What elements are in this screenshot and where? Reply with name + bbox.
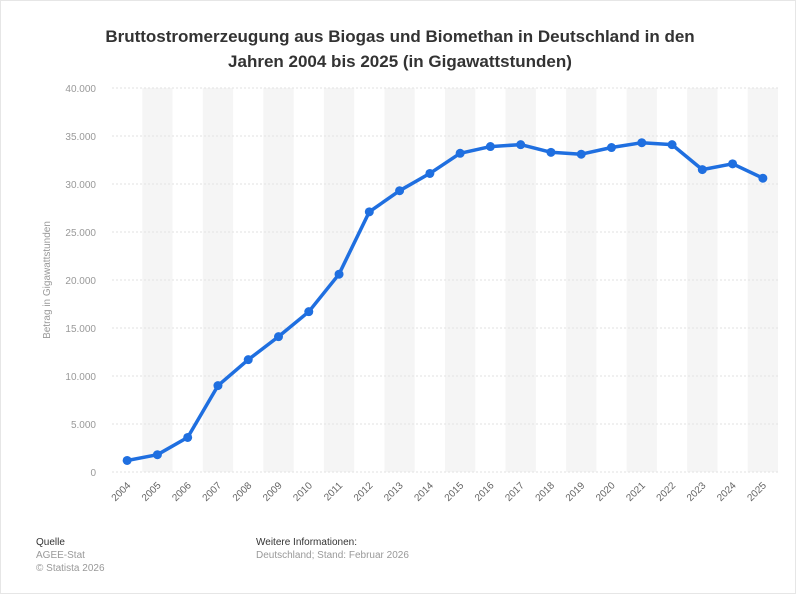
x-tick-label: 2021	[624, 480, 648, 504]
y-tick-label: 10.000	[65, 372, 96, 383]
data-point	[243, 355, 253, 365]
data-point	[697, 165, 707, 175]
x-tick-label: 2005	[140, 480, 164, 504]
data-point	[455, 148, 465, 158]
y-tick-label: 35.000	[65, 132, 96, 143]
x-tick-label: 2008	[231, 480, 255, 504]
x-tick-label: 2023	[685, 480, 709, 504]
x-tick-label: 2007	[201, 480, 225, 504]
x-tick-label: 2016	[473, 480, 497, 504]
data-point	[274, 332, 283, 342]
data-point	[425, 168, 435, 178]
data-point	[637, 138, 647, 148]
series-line	[125, 140, 765, 463]
x-tick-label: 2014	[412, 480, 436, 504]
source-line-1: AGEE-Stat	[36, 550, 85, 561]
info-heading: Weitere Informationen:	[256, 537, 357, 548]
source-block: Quelle AGEE-Stat © Statista 2026	[36, 536, 105, 575]
y-tick-label: 5.000	[71, 420, 96, 431]
y-tick-label: 30.000	[65, 180, 96, 191]
y-tick-label: 15.000	[65, 324, 96, 335]
x-tick-label: 2020	[594, 480, 618, 504]
data-point	[395, 186, 405, 196]
chart-title: Bruttostromerzeugung aus Biogas und Biom…	[60, 24, 740, 74]
info-text: Deutschland; Stand: Februar 2026	[256, 550, 409, 561]
y-tick-label: 0	[90, 468, 96, 479]
x-tick-label: 2022	[655, 480, 679, 504]
data-point	[304, 307, 314, 317]
data-point	[213, 381, 223, 391]
x-tick-label: 2010	[291, 480, 315, 504]
x-tick-label: 2011	[322, 480, 345, 503]
data-point	[152, 450, 162, 460]
x-tick-label: 2017	[503, 480, 527, 504]
data-point	[667, 140, 677, 150]
x-tick-label: 2019	[564, 480, 588, 504]
chart-title-line-2: Jahren 2004 bis 2025 (in Gigawattstunden…	[228, 52, 572, 71]
data-point	[516, 140, 526, 150]
data-point	[546, 147, 556, 157]
info-block: Weitere Informationen: Deutschland; Stan…	[256, 536, 409, 562]
data-point	[334, 269, 344, 279]
x-tick-label: 2018	[534, 480, 558, 504]
data-point	[364, 207, 374, 217]
x-tick-label: 2025	[745, 480, 769, 504]
x-tick-label: 2004	[110, 480, 134, 504]
x-tick-label: 2009	[261, 480, 285, 504]
y-tick-label: 20.000	[65, 276, 96, 287]
x-tick-label: 2015	[443, 480, 467, 504]
data-point	[485, 142, 495, 152]
x-tick-label: 2013	[382, 480, 406, 504]
x-tick-label: 2006	[170, 480, 194, 504]
data-point	[576, 149, 586, 159]
line-chart: 0 5.000 10.000 15.000 20.000 25.000 30.000 35.0…	[42, 84, 778, 504]
y-tick-label: 40.000	[65, 84, 96, 95]
data-point	[183, 432, 193, 442]
chart-title-line-1: Bruttostromerzeugung aus Biogas und Biom…	[105, 27, 695, 46]
data-point	[122, 455, 132, 465]
data-point	[607, 143, 616, 153]
data-point	[758, 173, 768, 183]
y-tick-label: 25.000	[65, 228, 96, 239]
data-point	[728, 159, 738, 169]
x-tick-label: 2012	[352, 480, 376, 504]
source-line-2: © Statista 2026	[36, 563, 105, 574]
y-axis-label: Betrag in Gigawattstunden	[42, 221, 53, 339]
x-tick-label: 2024	[715, 480, 739, 504]
source-heading: Quelle	[36, 537, 65, 548]
